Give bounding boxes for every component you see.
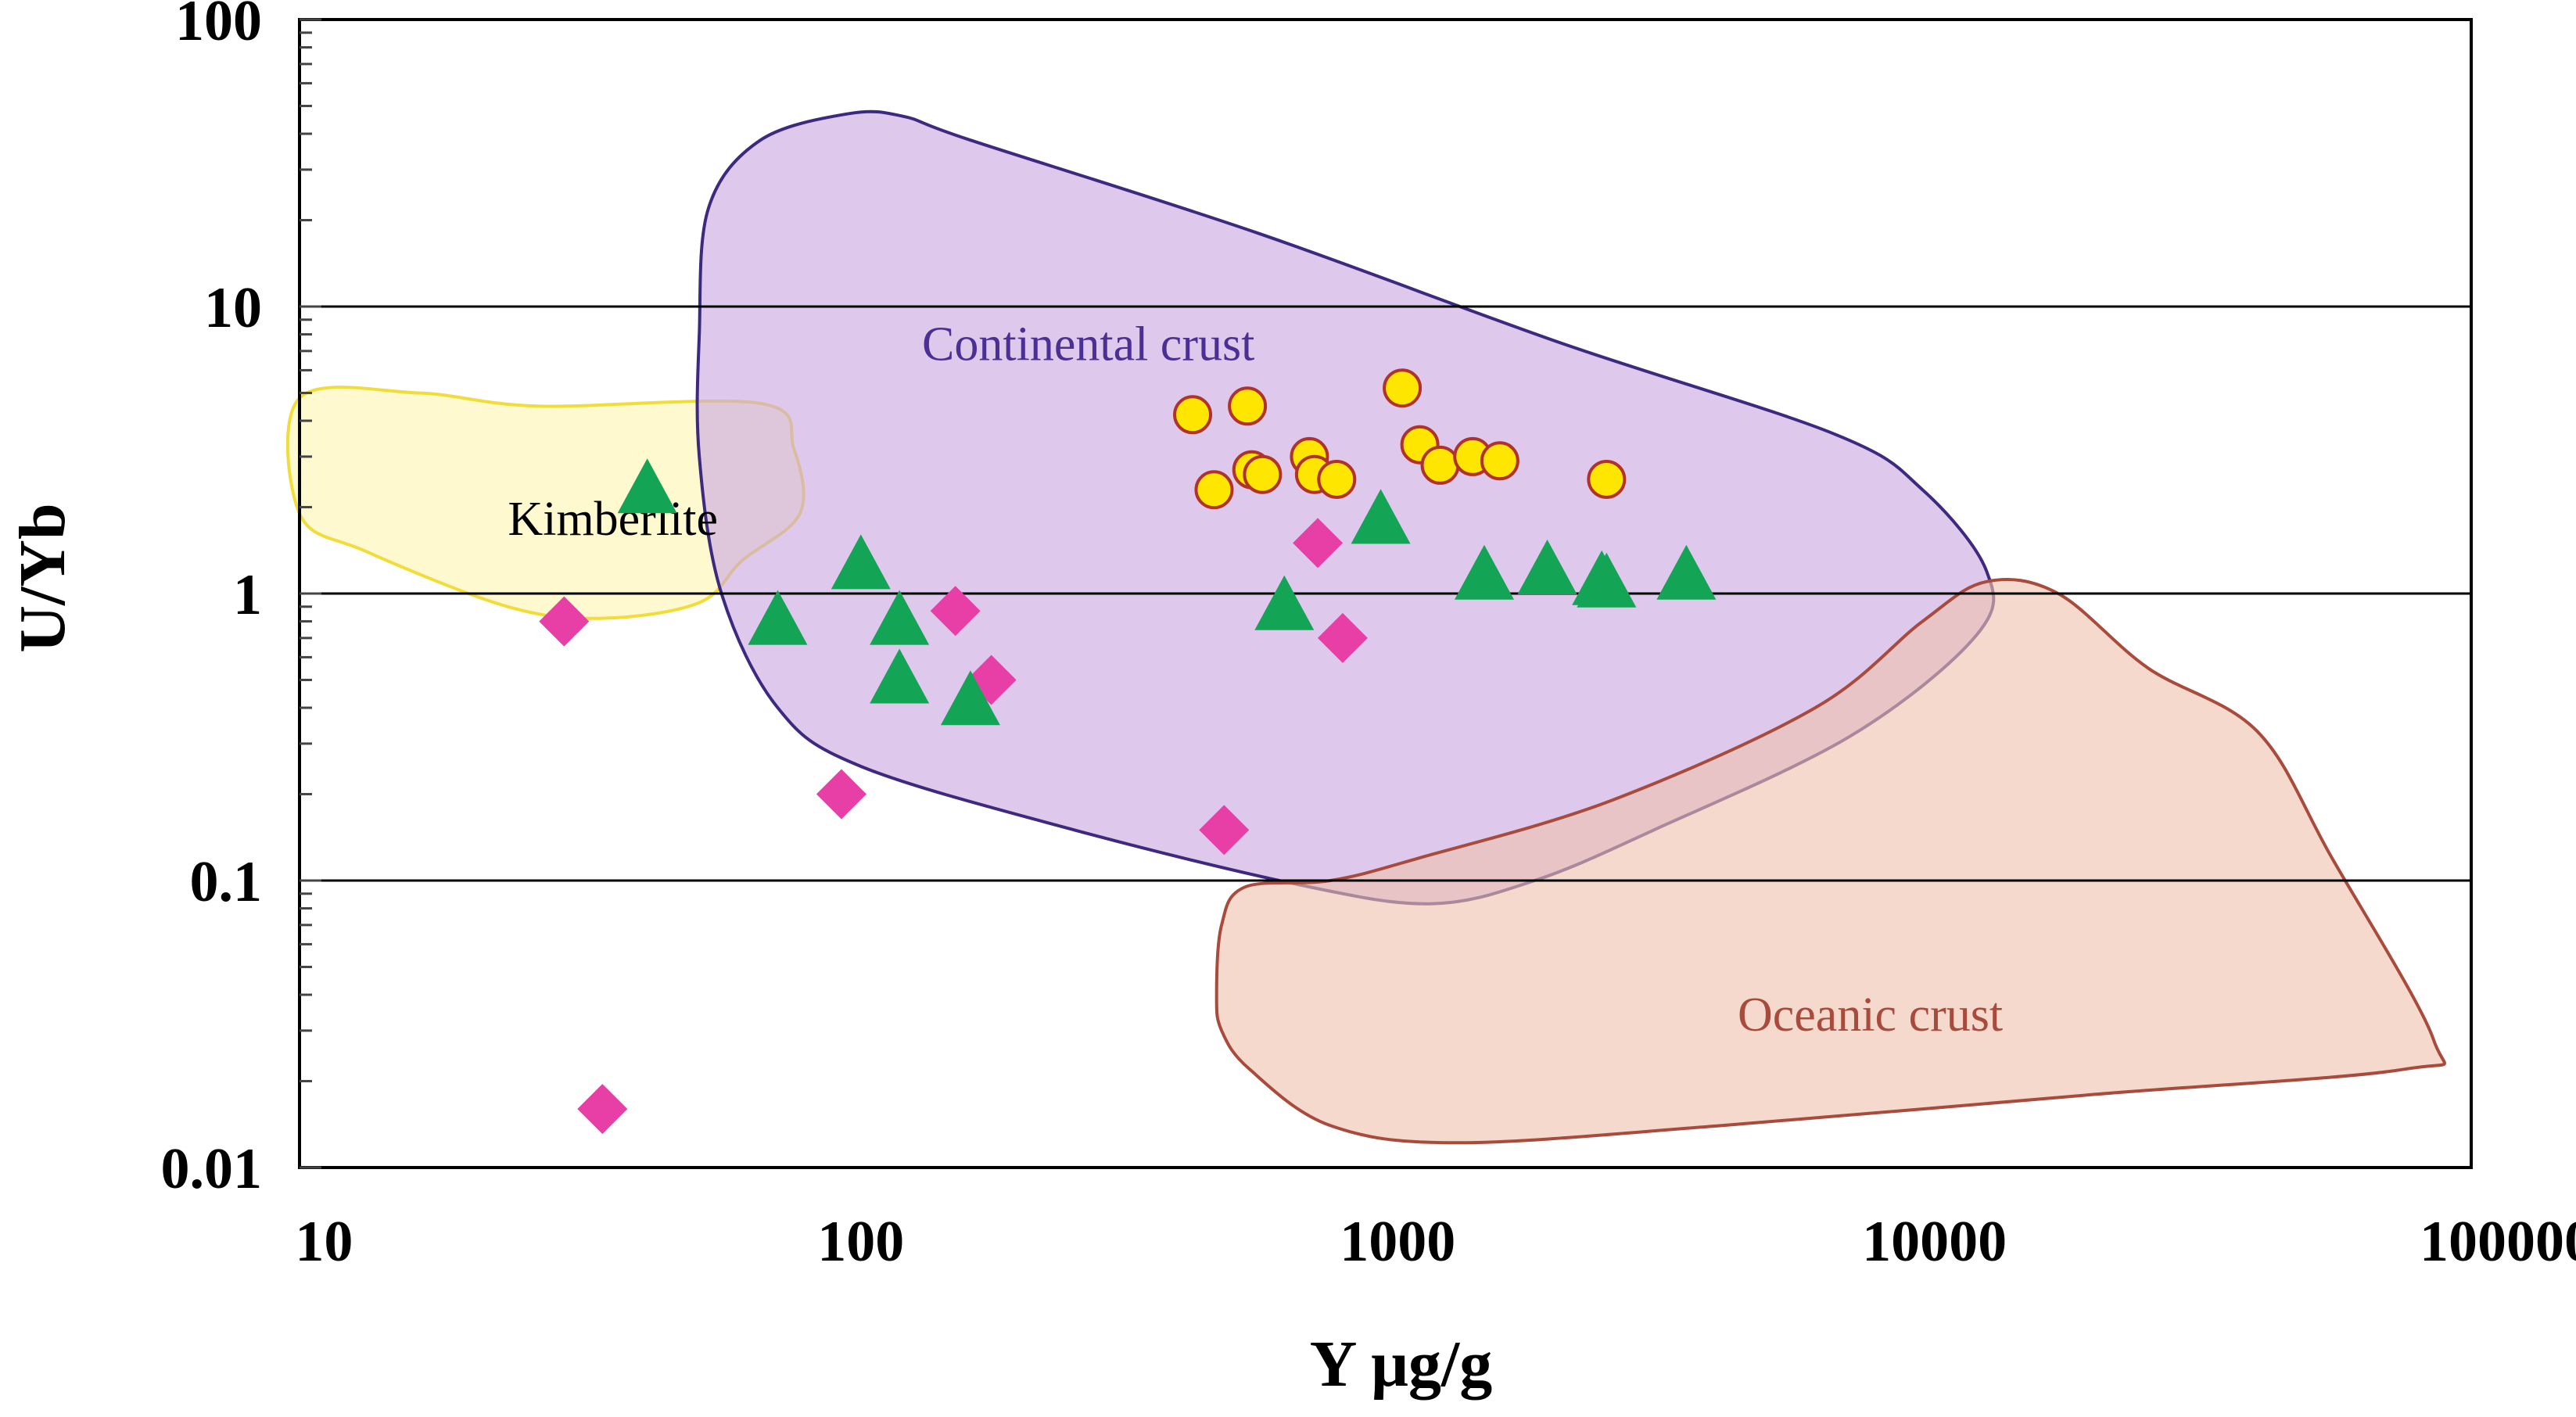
data-point-triangle [1351, 489, 1411, 544]
tick-labels: 10 100 1000 10000 100000 0.01 0.1 1 10 100 [161, 0, 2576, 1274]
x-axis-label: Y μg/g [1310, 1328, 1493, 1401]
x-tick-label: 10 [295, 1210, 353, 1274]
data-point-circle [1420, 445, 1460, 485]
data-point-triangle [1577, 552, 1637, 608]
data-point-triangle [940, 670, 1000, 726]
field-label-continental-crust: Continental crust [922, 318, 1254, 371]
data-points [539, 368, 1717, 1135]
data-point-circle [1317, 459, 1357, 499]
data-point-triangle [1454, 544, 1514, 600]
axis-ticks [300, 18, 321, 1169]
field-label-oceanic-crust: Oceanic crust [1738, 988, 2003, 1042]
data-point-circle [1480, 441, 1519, 481]
x-tick-label: 100000 [2420, 1210, 2576, 1274]
data-point-triangle [1254, 575, 1315, 630]
y-axis-label: U/Yb [6, 503, 79, 652]
data-point-diamond [1293, 518, 1344, 569]
data-point-triangle [831, 534, 891, 590]
data-point-circle [1228, 386, 1268, 426]
x-tick-label: 1000 [1340, 1210, 1455, 1274]
data-point-circle [1383, 368, 1423, 408]
data-point-triangle [870, 648, 930, 704]
data-point-diamond [930, 586, 981, 637]
field-label-kimberlite: Kimberlite [508, 493, 718, 546]
data-point-triangle [748, 590, 808, 645]
data-point-diamond [816, 769, 866, 820]
y-tick-label: 0.01 [161, 1137, 263, 1201]
y-tick-label: 1 [233, 563, 262, 627]
data-point-triangle [1517, 539, 1577, 594]
data-point-circle [1194, 470, 1234, 510]
data-point-triangle [617, 458, 677, 514]
y-tick-label: 10 [204, 276, 262, 340]
x-tick-label: 100 [817, 1210, 904, 1274]
data-point-diamond [577, 1084, 628, 1135]
fields-layer: Kimberlite Continental crust Oceanic crust [285, 109, 2446, 1145]
y-tick-label: 100 [175, 0, 262, 53]
data-point-diamond [1199, 805, 1250, 856]
data-point-triangle [1656, 544, 1717, 600]
gridlines [300, 305, 2471, 882]
data-point-triangle [870, 590, 930, 645]
x-tick-label: 10000 [1862, 1210, 2007, 1274]
data-point-diamond [539, 596, 590, 647]
data-point-circle [1243, 454, 1283, 494]
field-oceanic-crust [1214, 578, 2446, 1145]
data-point-circle [1587, 459, 1627, 499]
data-point-circle [1173, 395, 1213, 435]
y-tick-label: 0.1 [190, 850, 263, 914]
data-point-diamond [1317, 612, 1368, 663]
